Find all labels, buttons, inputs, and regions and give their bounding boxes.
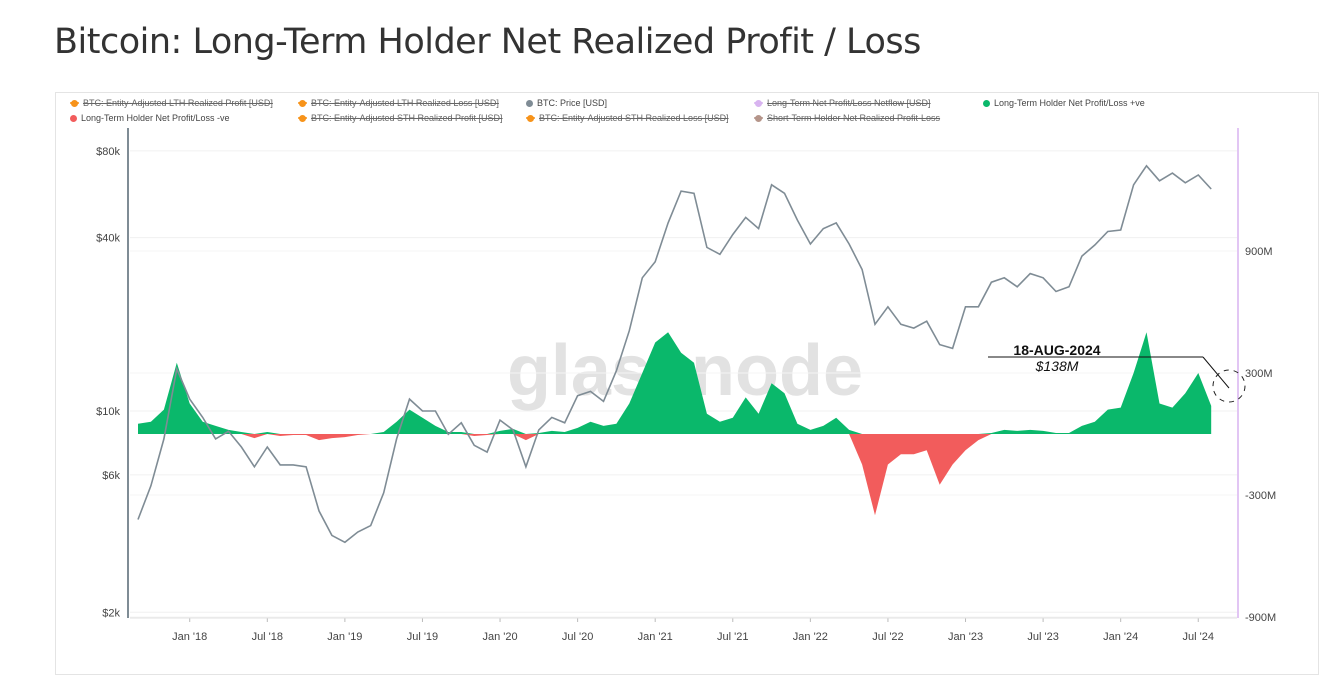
legend-label: Short-Term Holder Net Realized Profit-Lo… (767, 113, 941, 123)
x-tick-label: Jul '24 (1183, 631, 1214, 643)
legend-item[interactable]: Long-Term Holder Net Profit/Loss +ve (983, 98, 1145, 108)
annotation-marker (1212, 369, 1246, 403)
legend-item[interactable]: BTC: Price [USD] (526, 98, 607, 108)
x-tick-label: Jan '20 (482, 631, 517, 643)
x-tick-label: Jan '23 (948, 631, 983, 643)
lth-net-profit-area (138, 332, 1212, 434)
annotation-date: 18-AUG-2024 (1013, 342, 1100, 358)
legend-marker-icon (526, 114, 535, 122)
y-left-tick-label: $2k (102, 607, 120, 619)
legend-item[interactable]: Long-Term Net Profit/Loss Netflow [USD] (754, 98, 931, 108)
annotation-value: $138M (1035, 358, 1079, 374)
legend-marker-icon (298, 99, 307, 107)
y-left-tick-label: $6k (102, 470, 120, 482)
legend-item[interactable]: Long-Term Holder Net Profit/Loss -ve (70, 113, 230, 123)
legend-item[interactable]: BTC: Entity-Adjusted STH Realized Loss [… (526, 113, 729, 123)
legend-item[interactable]: BTC: Entity-Adjusted STH Realized Profit… (298, 113, 503, 123)
legend-item[interactable]: BTC: Entity-Adjusted LTH Realized Profit… (70, 98, 273, 108)
chart-frame (55, 92, 1319, 675)
legend-item[interactable]: BTC: Entity-Adjusted LTH Realized Loss [… (298, 98, 499, 108)
x-tick-label: Jul '23 (1027, 631, 1058, 643)
lth-net-loss-area (138, 434, 1212, 516)
legend-marker-icon (70, 99, 79, 107)
legend-marker-icon (754, 114, 763, 122)
x-tick-label: Jul '18 (252, 631, 283, 643)
y-right-tick-label: -900M (1245, 612, 1276, 624)
x-tick-label: Jul '22 (872, 631, 903, 643)
legend-label: Long-Term Holder Net Profit/Loss +ve (994, 98, 1145, 108)
annotation: 18-AUG-2024 $138M (988, 342, 1246, 403)
legend-label: BTC: Entity-Adjusted LTH Realized Loss [… (311, 98, 499, 108)
btc-price-line (137, 164, 1212, 544)
legend-label: BTC: Price [USD] (537, 98, 608, 108)
y-left-tick-label: $40k (96, 233, 120, 245)
legend-marker-icon (754, 99, 763, 107)
legend-marker-icon (70, 114, 77, 122)
x-tick-label: Jan '21 (638, 631, 673, 643)
y-right-tick-label: -300M (1245, 490, 1276, 502)
legend-marker-icon (298, 114, 307, 122)
legend-label: Long-Term Net Profit/Loss Netflow [USD] (767, 98, 931, 108)
x-tick-label: Jan '19 (327, 631, 362, 643)
legend-label: BTC: Entity-Adjusted LTH Realized Profit… (83, 98, 273, 108)
x-tick-label: Jul '20 (562, 631, 593, 643)
legend-marker-icon (526, 99, 533, 107)
y-left-tick-label: $10k (96, 406, 120, 418)
page-title: Bitcoin: Long-Term Holder Net Realized P… (54, 22, 921, 62)
legend-label: Long-Term Holder Net Profit/Loss -ve (81, 113, 230, 123)
legend-label: BTC: Entity-Adjusted STH Realized Profit… (311, 113, 503, 123)
x-tick-label: Jul '19 (407, 631, 438, 643)
x-tick-label: Jan '22 (793, 631, 828, 643)
legend-item[interactable]: Short-Term Holder Net Realized Profit-Lo… (754, 113, 940, 123)
x-tick-label: Jan '18 (172, 631, 207, 643)
y-right-tick-label: 900M (1245, 246, 1273, 258)
y-right-tick-label: 300M (1245, 368, 1273, 380)
x-tick-label: Jul '21 (717, 631, 748, 643)
y-left-tick-label: $80k (96, 146, 120, 158)
legend-label: BTC: Entity-Adjusted STH Realized Loss [… (539, 113, 729, 123)
legend-marker-icon (983, 99, 990, 107)
x-tick-label: Jan '24 (1103, 631, 1138, 643)
